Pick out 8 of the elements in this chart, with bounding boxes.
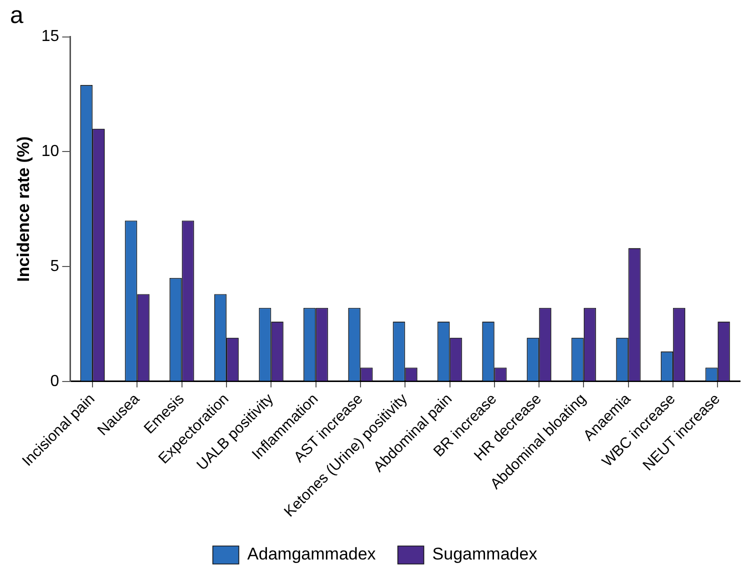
y-tick-label: 10	[41, 143, 60, 160]
y-tick-label: 0	[50, 372, 60, 390]
y-tick-label: 15	[41, 28, 60, 46]
chart-title: a	[10, 2, 24, 30]
y-axis-title: Incidence rate (%)	[14, 136, 33, 282]
legend-label: Sugammadex	[432, 544, 538, 564]
y-tick-label: 5	[50, 258, 60, 275]
legend-label: Adamgammadex	[247, 544, 376, 564]
